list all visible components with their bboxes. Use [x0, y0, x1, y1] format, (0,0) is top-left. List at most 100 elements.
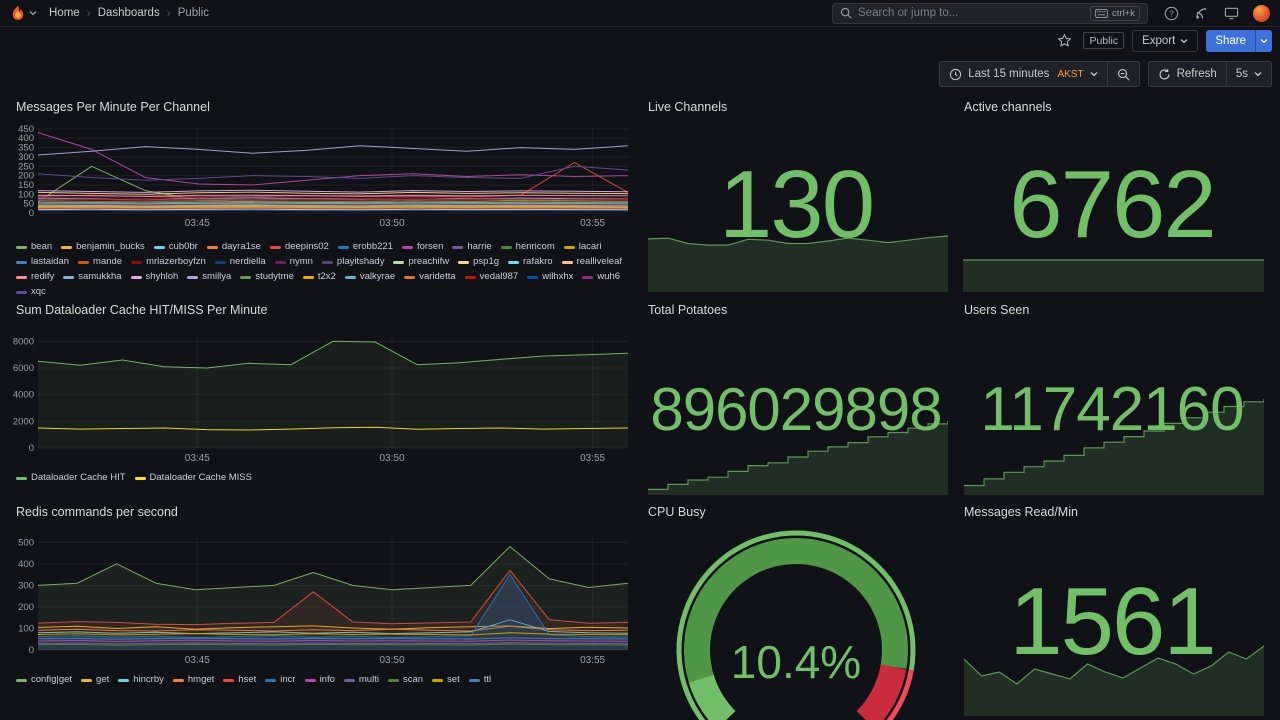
- breadcrumb-public[interactable]: Public: [177, 7, 210, 19]
- panel-title[interactable]: Redis commands per second: [16, 505, 178, 519]
- legend-item-psp1g[interactable]: psp1g: [458, 256, 499, 268]
- share-button[interactable]: Share: [1206, 29, 1255, 52]
- legend-swatch: [16, 678, 27, 682]
- legend-item-hset[interactable]: hset: [223, 674, 256, 686]
- legend-item-redify[interactable]: redify: [16, 271, 54, 283]
- legend-item-mande[interactable]: mande: [78, 256, 122, 268]
- panel-title[interactable]: Active channels: [964, 100, 1052, 114]
- legend-item-preachifw[interactable]: preachifw: [393, 256, 449, 268]
- panel-title[interactable]: Messages Read/Min: [964, 505, 1078, 519]
- legend-item-vedal987[interactable]: vedal987: [464, 271, 518, 283]
- legend-item-forsen[interactable]: forsen: [401, 241, 443, 253]
- time-range-picker[interactable]: Last 15 minutes AKST: [940, 62, 1106, 86]
- series-fill-hset: [38, 570, 628, 650]
- legend-item-Dataloader Cache HIT[interactable]: Dataloader Cache HIT: [16, 472, 126, 484]
- zoom-out-button[interactable]: [1106, 62, 1139, 86]
- legend-item-get[interactable]: get: [81, 674, 109, 686]
- panel-title[interactable]: Sum Dataloader Cache HIT/MISS Per Minute: [16, 303, 268, 317]
- panel-title[interactable]: Messages Per Minute Per Channel: [16, 100, 210, 114]
- breadcrumb-dashboards[interactable]: Dashboards: [97, 7, 160, 19]
- panel-title[interactable]: Live Channels: [648, 100, 728, 114]
- legend-item-benjamin_bucks[interactable]: benjamin_bucks: [61, 241, 145, 253]
- legend-item-config|get[interactable]: config|get: [16, 674, 72, 686]
- timezone-label: AKST: [1057, 68, 1084, 80]
- total-potatoes-value: 896029898: [650, 376, 942, 443]
- legend-item-incr[interactable]: incr: [265, 674, 296, 686]
- legend-item-shyhloh[interactable]: shyhloh: [130, 271, 178, 283]
- legend-item-Dataloader Cache MISS[interactable]: Dataloader Cache MISS: [134, 472, 252, 484]
- share-split-button: Share: [1206, 29, 1272, 52]
- search-box[interactable]: ctrl+k: [832, 2, 1148, 24]
- legend-item-info[interactable]: info: [304, 674, 335, 686]
- legend-item-playitshady[interactable]: playitshady: [321, 256, 384, 268]
- series-fill-Dataloader Cache HIT: [38, 341, 628, 448]
- legend-item-set[interactable]: set: [432, 674, 460, 686]
- legend-item-cub0br[interactable]: cub0br: [153, 241, 198, 253]
- legend-item-nerdiella[interactable]: nerdiella: [214, 256, 266, 268]
- legend-item-rafakro[interactable]: rafakro: [508, 256, 553, 268]
- legend-item-samukkha[interactable]: samukkha: [63, 271, 122, 283]
- y-tick-label: 0: [29, 208, 34, 219]
- legend-item-bean[interactable]: bean: [16, 241, 52, 253]
- monitor-icon[interactable]: [1224, 6, 1239, 21]
- legend-item-studytme[interactable]: studytme: [240, 271, 294, 283]
- series-line-psp1g: [37, 191, 629, 195]
- legend-item-mrlazerboyfzn[interactable]: mrlazerboyfzn: [131, 256, 206, 268]
- legend-item-hmget[interactable]: hmget: [172, 674, 214, 686]
- active-channels-value: 6762: [1009, 151, 1217, 258]
- avatar[interactable]: [1253, 4, 1270, 22]
- legend-swatch: [582, 275, 594, 279]
- legend-item-henricom[interactable]: henricom: [500, 241, 555, 253]
- star-button[interactable]: [1053, 30, 1075, 52]
- x-tick-label: 03:45: [185, 453, 210, 464]
- dataloader-legend: Dataloader Cache HIT Dataloader Cache MIS…: [8, 472, 638, 484]
- legend-item-harrie[interactable]: harrie: [452, 241, 492, 253]
- panel-title[interactable]: CPU Busy: [648, 505, 706, 519]
- legend-swatch: [16, 476, 27, 480]
- panel-users-seen: Users Seen 11742160: [956, 300, 1268, 497]
- legend-item-t2x2[interactable]: t2x2: [302, 271, 336, 283]
- panel-title[interactable]: Users Seen: [964, 303, 1030, 317]
- legend-item-lastaidan[interactable]: lastaidan: [16, 256, 69, 268]
- refresh-button[interactable]: Refresh: [1149, 62, 1226, 86]
- export-button[interactable]: Export: [1132, 29, 1199, 52]
- export-label: Export: [1142, 34, 1176, 47]
- legend-item-ttl[interactable]: ttl: [468, 674, 491, 686]
- search-input[interactable]: [858, 7, 1085, 19]
- legend-item-multi[interactable]: multi: [343, 674, 379, 686]
- redis-chart[interactable]: 500 400 300 200 100 0 03:45 03:50 03:55: [8, 534, 630, 666]
- legend-item-xqc[interactable]: xqc: [16, 286, 46, 298]
- legend-item-varidetta[interactable]: varidetta: [404, 271, 456, 283]
- series-line-hmget: [37, 625, 629, 632]
- legend-item-erobb221[interactable]: erobb221: [337, 241, 393, 253]
- breadcrumb-home[interactable]: Home: [49, 7, 80, 19]
- time-range-group: Last 15 minutes AKST: [939, 61, 1140, 87]
- refresh-interval-picker[interactable]: 5s: [1225, 62, 1271, 86]
- legend-item-realliveleaf[interactable]: realliveleaf: [561, 256, 622, 268]
- x-tick-label: 03:45: [185, 218, 210, 229]
- public-tag[interactable]: Public: [1083, 32, 1125, 49]
- legend-swatch: [63, 275, 75, 279]
- series-line-t2x2: [37, 206, 629, 208]
- legend-item-valkyrae[interactable]: valkyrae: [344, 271, 395, 283]
- dataloader-chart[interactable]: 8000 6000 4000 2000 0 03:45 03:50 03:55: [8, 332, 630, 464]
- help-icon[interactable]: ?: [1164, 6, 1179, 21]
- legend-item-wuh6[interactable]: wuh6: [582, 271, 620, 283]
- legend-item-scan[interactable]: scan: [387, 674, 423, 686]
- legend-swatch: [304, 678, 316, 682]
- legend-item-lacari[interactable]: lacari: [563, 241, 601, 253]
- legend-item-wilhxhx[interactable]: wilhxhx: [527, 271, 573, 283]
- legend-item-dayra1se[interactable]: dayra1se: [206, 241, 261, 253]
- legend-item-hincrby[interactable]: hincrby: [118, 674, 164, 686]
- users-seen-sparkline: [964, 399, 1264, 495]
- panel-title[interactable]: Total Potatoes: [648, 303, 728, 317]
- grafana-logo-button[interactable]: [10, 5, 37, 22]
- news-rss-icon[interactable]: [1194, 6, 1209, 21]
- legend-label: hset: [238, 674, 257, 685]
- legend-item-smillya[interactable]: smillya: [187, 271, 231, 283]
- legend-item-nymn[interactable]: nymn: [274, 256, 313, 268]
- legend-item-deepins02[interactable]: deepins02: [269, 241, 329, 253]
- share-menu-button[interactable]: [1255, 29, 1272, 52]
- y-tick-label: 0: [29, 645, 34, 656]
